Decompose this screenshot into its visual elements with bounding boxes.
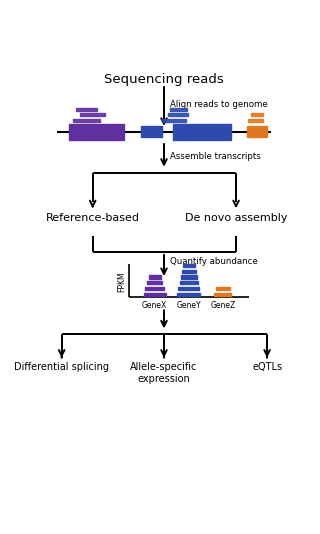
Text: Reference-based: Reference-based [46, 213, 140, 223]
Bar [73, 119, 100, 122]
Bar [80, 113, 105, 116]
Bar [178, 287, 199, 290]
Bar [182, 270, 196, 273]
Bar [76, 108, 97, 111]
Bar [144, 293, 165, 296]
Bar [148, 276, 161, 279]
Bar [214, 293, 231, 296]
Bar [181, 276, 197, 279]
Text: Quantify abundance: Quantify abundance [170, 257, 258, 266]
Text: eQTLs: eQTLs [252, 362, 282, 372]
Bar [183, 264, 195, 267]
Bar [141, 127, 163, 137]
Bar [247, 127, 267, 137]
Bar [168, 113, 188, 116]
Text: Align reads to genome: Align reads to genome [170, 100, 268, 108]
Text: GeneZ: GeneZ [210, 301, 236, 310]
Bar [177, 293, 200, 296]
Text: Sequencing reads: Sequencing reads [104, 73, 224, 87]
Bar [147, 281, 163, 284]
Text: Assemble transcripts: Assemble transcripts [170, 152, 261, 161]
Bar [163, 119, 186, 122]
Text: GeneX: GeneX [142, 301, 167, 310]
Text: Differential splicing: Differential splicing [14, 362, 109, 372]
Text: FPKM: FPKM [117, 272, 126, 292]
Bar [251, 113, 263, 116]
Bar [173, 124, 231, 139]
Bar [248, 119, 263, 122]
Bar [69, 124, 124, 139]
Text: GeneY: GeneY [177, 301, 201, 310]
Bar [170, 108, 187, 111]
Bar [216, 287, 230, 290]
Bar [145, 287, 164, 290]
Bar [180, 281, 198, 284]
Text: De novo assembly: De novo assembly [185, 213, 287, 223]
Text: Allele-specific
expression: Allele-specific expression [130, 362, 198, 383]
